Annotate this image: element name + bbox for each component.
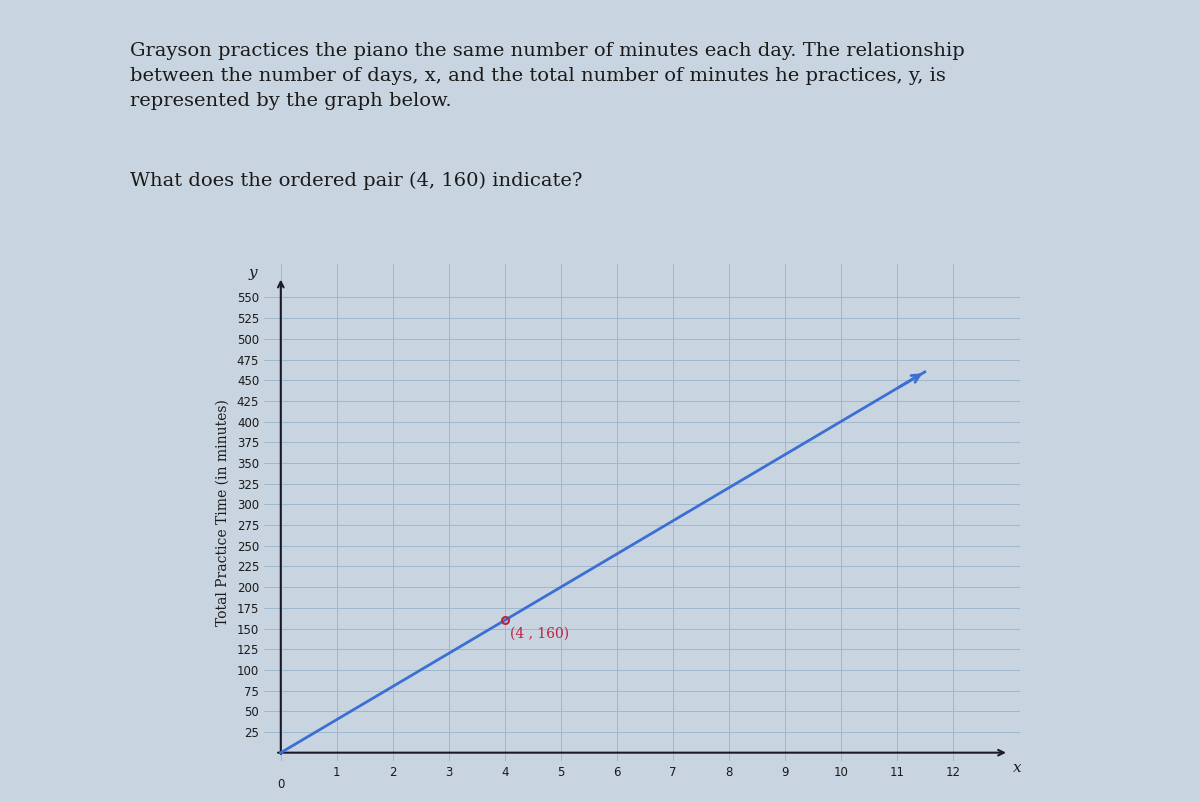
Text: (4 , 160): (4 , 160)	[510, 627, 570, 641]
Text: y: y	[248, 266, 257, 280]
Text: What does the ordered pair (4, 160) indicate?: What does the ordered pair (4, 160) indi…	[131, 171, 583, 190]
Text: 0: 0	[277, 778, 284, 791]
Y-axis label: Total Practice Time (in minutes): Total Practice Time (in minutes)	[216, 399, 230, 626]
Text: x: x	[1013, 761, 1021, 775]
Text: Grayson practices the piano the same number of minutes each day. The relationshi: Grayson practices the piano the same num…	[131, 42, 965, 110]
